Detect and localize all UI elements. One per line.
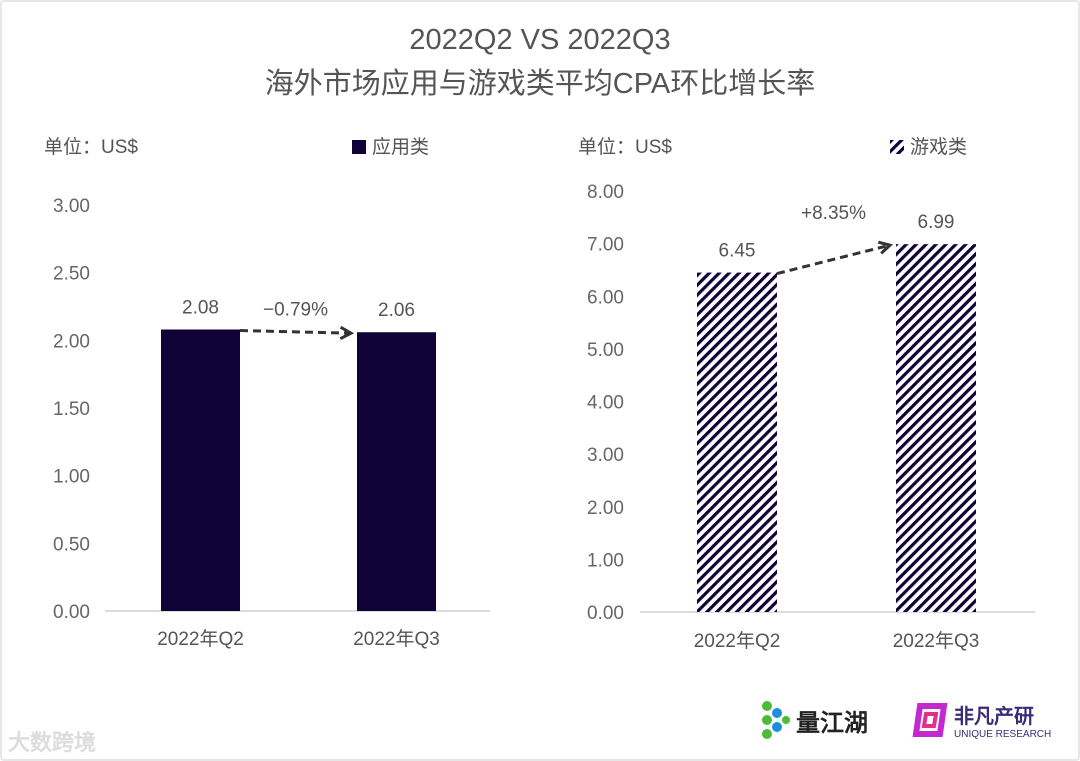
- chart-subtitle: 海外市场应用与游戏类平均CPA环比增长率: [264, 68, 816, 100]
- lianghu-logo-icon: [762, 701, 790, 739]
- feifan-en-text: UNIQUE RESEARCH: [954, 729, 1052, 740]
- y-tick-label: 5.00: [587, 340, 624, 361]
- legend-swatch: [890, 140, 904, 154]
- change-annotation: −0.79%: [263, 300, 328, 321]
- y-tick-label: 0.00: [53, 602, 90, 623]
- y-tick-label: 4.00: [587, 393, 624, 414]
- bar-2022年Q2: [161, 329, 240, 611]
- legend-label: 游戏类: [910, 136, 967, 158]
- y-tick-label: 0.50: [53, 534, 90, 555]
- feifan-logo-icon: [912, 703, 948, 737]
- data-label: 6.45: [719, 241, 756, 262]
- y-tick-label: 2.50: [53, 264, 90, 285]
- feifan-logo: 非凡产研 UNIQUE RESEARCH: [912, 700, 1051, 740]
- unit-label: 单位：US$: [44, 136, 138, 158]
- x-tick-label: 2022年Q2: [694, 630, 781, 652]
- y-tick-label: 2.00: [587, 498, 624, 519]
- bar-2022年Q3: [896, 244, 976, 612]
- x-tick-label: 2022年Q3: [353, 628, 440, 650]
- x-tick-label: 2022年Q3: [893, 630, 980, 652]
- y-tick-label: 7.00: [587, 235, 624, 256]
- y-tick-label: 1.00: [53, 467, 90, 488]
- change-annotation: +8.35%: [801, 203, 866, 224]
- watermark: 大数跨境: [8, 730, 97, 755]
- x-tick-label: 2022年Q2: [157, 628, 244, 650]
- arrow-head: [878, 240, 894, 255]
- chart-title: 2022Q2 VS 2022Q3: [409, 24, 671, 56]
- y-tick-label: 2.00: [53, 331, 90, 352]
- y-tick-label: 6.00: [587, 287, 624, 308]
- change-arrow: [776, 243, 891, 276]
- y-tick-label: 3.00: [587, 445, 624, 466]
- y-tick-label: 1.00: [587, 550, 624, 571]
- arrow-head: [339, 325, 355, 341]
- y-tick-label: 1.50: [53, 399, 90, 420]
- y-tick-label: 3.00: [53, 196, 90, 217]
- y-tick-label: 0.00: [587, 603, 624, 624]
- bar-2022年Q2: [697, 272, 777, 612]
- feifan-text: 非凡产研: [954, 706, 1034, 728]
- lianghu-logo: 量江湖: [760, 700, 868, 740]
- data-label: 2.08: [182, 298, 219, 319]
- data-label: 6.99: [918, 212, 955, 233]
- bar-2022年Q3: [357, 332, 436, 611]
- data-label: 2.06: [378, 300, 415, 321]
- y-tick-label: 8.00: [587, 182, 624, 203]
- legend-label: 应用类: [372, 136, 429, 158]
- unit-label: 单位：US$: [578, 136, 672, 158]
- lianghu-text: 量江湖: [796, 709, 868, 737]
- legend-swatch: [352, 140, 366, 154]
- change-arrow: [239, 329, 352, 335]
